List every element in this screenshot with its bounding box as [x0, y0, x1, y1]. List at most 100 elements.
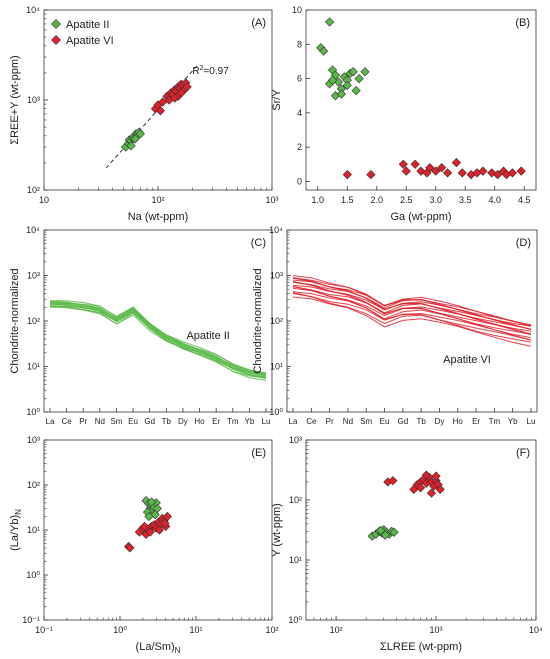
- data-point: [457, 168, 467, 178]
- x-tick-label: Nd: [343, 417, 353, 426]
- data-point: [360, 67, 370, 77]
- plot-frame: [305, 439, 537, 621]
- panel-D: La Ce Pr Nd Sm Eu Gd Tb Dy Ho Er Tm Yb Lu10⁰10¹10²10³…: [252, 225, 538, 426]
- x-tick-label: 10⁴: [529, 625, 543, 635]
- x-tick-label: 1.5: [341, 195, 354, 205]
- profile-line: [49, 300, 267, 375]
- series-apatite-vi: [124, 511, 172, 553]
- y-axis-label: Y (wt-ppm): [271, 503, 283, 557]
- data-point: [182, 82, 192, 92]
- legend-marker: [51, 19, 61, 29]
- data-point: [324, 17, 335, 27]
- y-tick-label: 10⁴: [26, 225, 40, 235]
- data-point: [431, 471, 441, 481]
- y-tick-label: 10²: [27, 316, 40, 326]
- x-tick-label: Yb: [508, 417, 518, 426]
- x-tick-label: 10³: [265, 195, 278, 205]
- x-tick-label: 4.0: [488, 195, 501, 205]
- data-point: [401, 166, 411, 176]
- data-point: [351, 85, 361, 96]
- y-tick-label: 10³: [27, 271, 40, 281]
- data-point: [516, 166, 526, 176]
- y-tick-label: 6: [297, 74, 302, 84]
- data-point: [366, 169, 376, 180]
- x-tick-label: 4.5: [518, 195, 531, 205]
- data-point: [431, 166, 441, 176]
- y-tick-label: 2: [297, 142, 302, 152]
- x-tick-label: Ho: [194, 417, 205, 426]
- x-tick-label: 10²: [151, 195, 164, 205]
- x-tick-label: La: [289, 417, 298, 426]
- x-tick-label: Ce: [61, 417, 72, 426]
- y-tick-label: 10: [292, 5, 302, 15]
- x-tick-label: Pr: [79, 417, 87, 426]
- x-tick-label: Ce: [306, 417, 317, 426]
- profile-line: [49, 301, 267, 375]
- x-tick-label: 1.0: [312, 195, 325, 205]
- profile-line: [292, 281, 532, 332]
- x-tick-label: Tm: [489, 417, 501, 426]
- profile-lines: [49, 300, 267, 381]
- data-point: [144, 511, 154, 522]
- y-tick-label: 10²: [289, 495, 302, 505]
- x-tick-label: 10³: [430, 625, 443, 635]
- profile-line: [292, 293, 532, 343]
- x-tick-label: 3.0: [429, 195, 442, 205]
- data-point: [162, 511, 172, 522]
- x-tick-label: La: [46, 417, 55, 426]
- data-point: [451, 157, 462, 168]
- y-tick-label: 10²: [270, 316, 283, 326]
- panel-label: (E): [251, 447, 266, 459]
- series-apatite-vi: [342, 157, 526, 180]
- data-point: [380, 530, 390, 540]
- y-tick-label: 10⁻¹: [22, 615, 40, 625]
- data-point: [425, 163, 435, 173]
- data-point: [354, 73, 364, 84]
- y-tick-label: 0: [297, 176, 302, 186]
- x-tick-label: Pr: [326, 417, 334, 426]
- y-tick-label: 8: [297, 39, 302, 49]
- data-point: [146, 497, 157, 507]
- series-apatite-vi: [150, 78, 192, 116]
- plot-frame: [305, 9, 537, 191]
- data-point: [478, 166, 488, 176]
- panel-label: (D): [516, 237, 531, 249]
- data-point: [388, 476, 398, 486]
- series-apatite-ii: [141, 495, 162, 522]
- data-point: [507, 168, 518, 178]
- panel-label: (F): [516, 447, 530, 459]
- x-tick-label: Eu: [380, 417, 390, 426]
- x-tick-label: Gd: [144, 417, 155, 426]
- data-point: [376, 525, 386, 536]
- y-tick-label: 10³: [27, 435, 40, 445]
- series-apatite-ii: [367, 525, 399, 541]
- x-tick-label: Eu: [128, 417, 138, 426]
- panel-C: La Ce Pr Nd Sm Eu Gd Tb Dy Ho Er Tm Yb Lu 10⁰ 10¹ 10² 10³…: [9, 225, 273, 426]
- series-apatite-ii: [121, 127, 145, 152]
- series-apatite-ii: [316, 17, 370, 101]
- x-tick-label: Nd: [95, 417, 105, 426]
- x-tick-label: Lu: [527, 417, 536, 426]
- x-tick-label: Er: [212, 417, 220, 426]
- y-tick-label: 10⁰: [26, 570, 40, 580]
- data-point: [176, 88, 186, 98]
- series-label: Apatite II: [186, 330, 229, 342]
- x-axis-label: (La/Sm)N: [136, 641, 181, 655]
- profile-lines: [292, 275, 532, 347]
- panel-label: (A): [251, 17, 266, 29]
- data-point: [342, 80, 352, 91]
- x-tick-label: 10²: [265, 625, 278, 635]
- x-tick-label: 10¹: [189, 625, 202, 635]
- data-point: [493, 169, 503, 180]
- data-point: [154, 525, 165, 535]
- series-label: Apatite VI: [443, 354, 491, 366]
- data-point: [126, 141, 136, 151]
- x-tick-label: 10⁻¹: [35, 625, 53, 635]
- y-tick-label: 4: [297, 108, 302, 118]
- data-point: [135, 129, 145, 139]
- data-point: [421, 470, 431, 480]
- x-tick-label: 10: [39, 195, 49, 205]
- legend-marker: [51, 35, 61, 45]
- panel-E: 10⁻¹ 10⁰ 10¹ 10² 10⁻¹ 10⁰ 10¹ 10² 10³ (E) (La/Sm)N…: [9, 435, 279, 655]
